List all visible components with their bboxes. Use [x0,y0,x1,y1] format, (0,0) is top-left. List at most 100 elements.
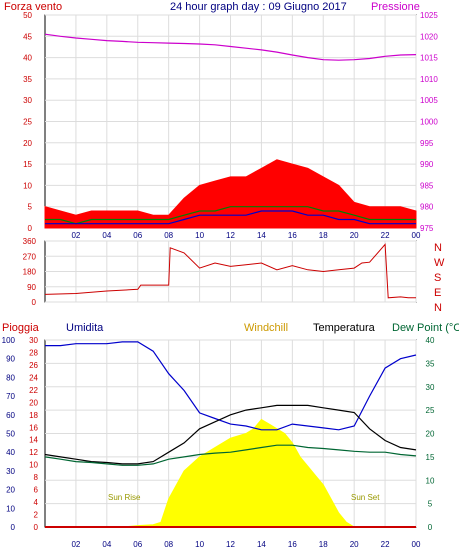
humidity-tick-label: 20 [6,486,15,495]
rain-tick-label: 24 [29,373,38,382]
humidity-tick-label: 0 [11,523,16,532]
wind-x-tick-label: 18 [319,231,328,240]
temperature-tick-label: 35 [426,359,435,368]
rain-tick-label: 6 [34,486,39,495]
rain-tick-label: 10 [29,461,38,470]
wind-tick-label: 0 [28,224,33,233]
wind-x-tick-label: 08 [164,231,173,240]
rain-tick-label: 20 [29,398,38,407]
wind-x-tick-label: 14 [257,231,266,240]
pressure-tick-label: 995 [420,139,434,148]
humidity-tick-label: 100 [2,336,16,345]
pressure-tick-label: 1010 [420,75,438,84]
wind-tick-label: 45 [23,32,32,41]
wind-x-tick-label: 20 [350,231,359,240]
wind-tick-label: 15 [23,160,32,169]
temperature-x-tick-label: 18 [319,540,328,549]
temperature-tick-label: 25 [426,406,435,415]
wind-tick-label: 20 [23,139,32,148]
temperature-x-tick-label: 22 [381,540,390,549]
pressure-tick-label: 1020 [420,32,438,41]
rain-tick-label: 14 [29,436,38,445]
rain-tick-label: 8 [34,473,39,482]
humidity-line [45,341,417,431]
pressure-tick-label: 990 [420,160,434,169]
dewpoint-line [44,444,417,466]
direction-line [44,243,416,299]
wind-axis-title: Forza vento [4,1,62,13]
sunrise-annotation: Sun Rise [108,493,141,502]
direction-tick-label: 180 [23,268,37,277]
temperature-tick-labels: 0 5 10 15 20 25 30 35 40 [426,336,435,532]
wind-x-tick-label: 10 [195,231,204,240]
pressure-tick-label: 1025 [420,11,438,20]
pressure-tick-label: 1005 [420,96,438,105]
humidity-tick-label: 10 [6,504,15,513]
rain-tick-label: 16 [29,423,38,432]
temperature-tick-label: 20 [426,430,435,439]
rain-tick-label: 12 [29,448,38,457]
sunset-annotation: Sun Set [351,493,380,502]
temperature-x-tick-label: 20 [350,540,359,549]
pressure-tick-label: 975 [420,224,434,233]
rain-tick-label: 26 [29,361,38,370]
rain-tick-label: 22 [29,386,38,395]
chart-title: 24 hour graph day : 09 Giugno 2017 [170,1,347,13]
temperature-tick-label: 30 [426,383,435,392]
humidity-label: Umidita [66,322,104,334]
wind-tick-label: 10 [23,181,32,190]
temperature-x-tick-label: 06 [133,540,142,549]
wind-tick-label: 5 [28,203,33,212]
temperature-tick-label: 10 [426,476,435,485]
humidity-tick-label: 80 [6,373,15,382]
temperature-tick-label: 15 [426,453,435,462]
humidity-tick-label: 60 [6,411,15,420]
pressure-tick-label: 1000 [420,118,438,127]
direction-grid [45,240,417,303]
pressure-axis-title: Pressione [371,1,420,13]
temperature-x-tick-label: 14 [257,540,266,549]
temperature-x-tick-label: 16 [288,540,297,549]
temperature-tick-label: 40 [426,336,435,345]
direction-tick-label: 90 [27,283,36,292]
wind-tick-label: 40 [23,54,32,63]
wind-x-tick-label: 16 [288,231,297,240]
rain-tick-label: 30 [29,336,38,345]
humidity-tick-label: 30 [6,467,15,476]
humidity-tick-label: 70 [6,392,15,401]
humidity-tick-label: 40 [6,448,15,457]
direction-tick-label: 0 [32,298,37,307]
wind-x-tick-label: 02 [71,231,80,240]
compass-label: N [434,302,442,314]
wind-x-tick-label: 22 [381,231,390,240]
rain-tick-label: 28 [29,348,38,357]
wind-tick-label: 30 [23,96,32,105]
wind-series-group [44,33,417,229]
temperature-x-tick-labels: 02 04 06 08 10 12 14 16 18 20 22 00 [71,540,421,549]
windchill-label: Windchill [244,322,288,334]
compass-label: E [434,287,441,299]
temperature-tick-label: 5 [428,500,433,509]
temperature-x-tick-label: 08 [164,540,173,549]
direction-tick-label: 270 [23,252,37,261]
rain-tick-label: 18 [29,411,38,420]
temperature-x-tick-label: 10 [195,540,204,549]
wind-left-tick-labels: 0 5 10 15 20 25 30 35 40 45 50 [23,11,32,233]
direction-tick-labels: 0 90 180 270 360 [23,237,37,307]
humidity-tick-label: 50 [6,430,15,439]
rain-label: Pioggia [2,322,40,334]
rain-tick-label: 2 [34,511,39,520]
direction-series-group [44,243,416,299]
temperature-tick-label: 0 [428,523,433,532]
humidity-tick-labels: 0 10 20 30 40 50 60 70 80 90 100 [2,336,16,532]
temperature-series-group [44,341,417,528]
rain-tick-label: 4 [34,498,39,507]
compass-label: W [434,257,445,269]
wind-series-line [45,206,416,225]
compass-label: N [434,242,442,254]
